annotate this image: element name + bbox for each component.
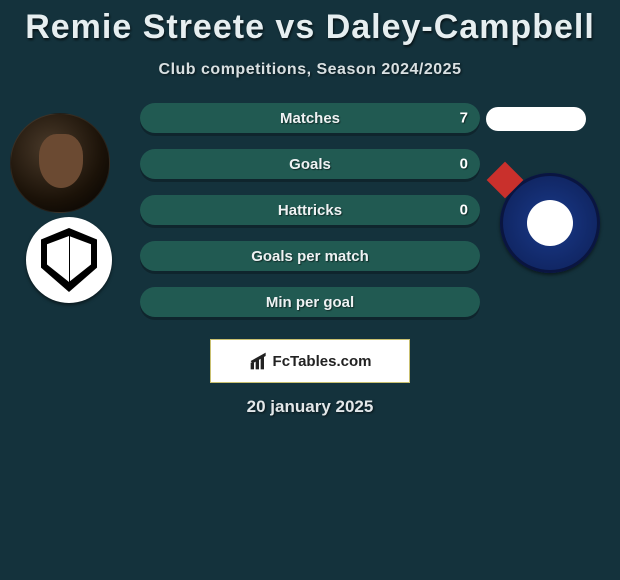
stat-label: Hattricks <box>278 202 342 219</box>
chesterfield-crest-icon <box>527 200 573 246</box>
stat-value-right: 0 <box>460 202 468 219</box>
player-right-avatar-placeholder <box>486 107 586 131</box>
date-label: 20 january 2025 <box>0 397 620 417</box>
stat-label: Goals <box>289 156 331 173</box>
stat-label: Min per goal <box>266 294 354 311</box>
club-right-badge <box>500 173 600 273</box>
stat-label: Goals per match <box>251 248 369 265</box>
stat-label: Matches <box>280 110 340 127</box>
stat-row-matches: Matches 7 <box>140 103 480 133</box>
stat-row-goals: Goals 0 <box>140 149 480 179</box>
ribbon-icon <box>487 162 524 199</box>
stat-value-right: 7 <box>460 110 468 127</box>
stat-row-min-per-goal: Min per goal <box>140 287 480 317</box>
port-vale-crest-icon <box>41 228 97 292</box>
comparison-stage: Matches 7 Goals 0 Hattricks 0 Goals per … <box>0 95 620 425</box>
stat-row-hattricks: Hattricks 0 <box>140 195 480 225</box>
subtitle: Club competitions, Season 2024/2025 <box>0 61 620 79</box>
stat-value-right: 0 <box>460 156 468 173</box>
club-left-badge <box>26 217 112 303</box>
stat-row-goals-per-match: Goals per match <box>140 241 480 271</box>
player-left-avatar <box>10 113 110 213</box>
brand-watermark: FcTables.com <box>210 339 410 383</box>
page-title: Remie Streete vs Daley-Campbell <box>0 0 620 47</box>
stat-list: Matches 7 Goals 0 Hattricks 0 Goals per … <box>140 103 480 333</box>
bar-chart-icon <box>249 351 269 371</box>
brand-text: FcTables.com <box>273 353 372 370</box>
